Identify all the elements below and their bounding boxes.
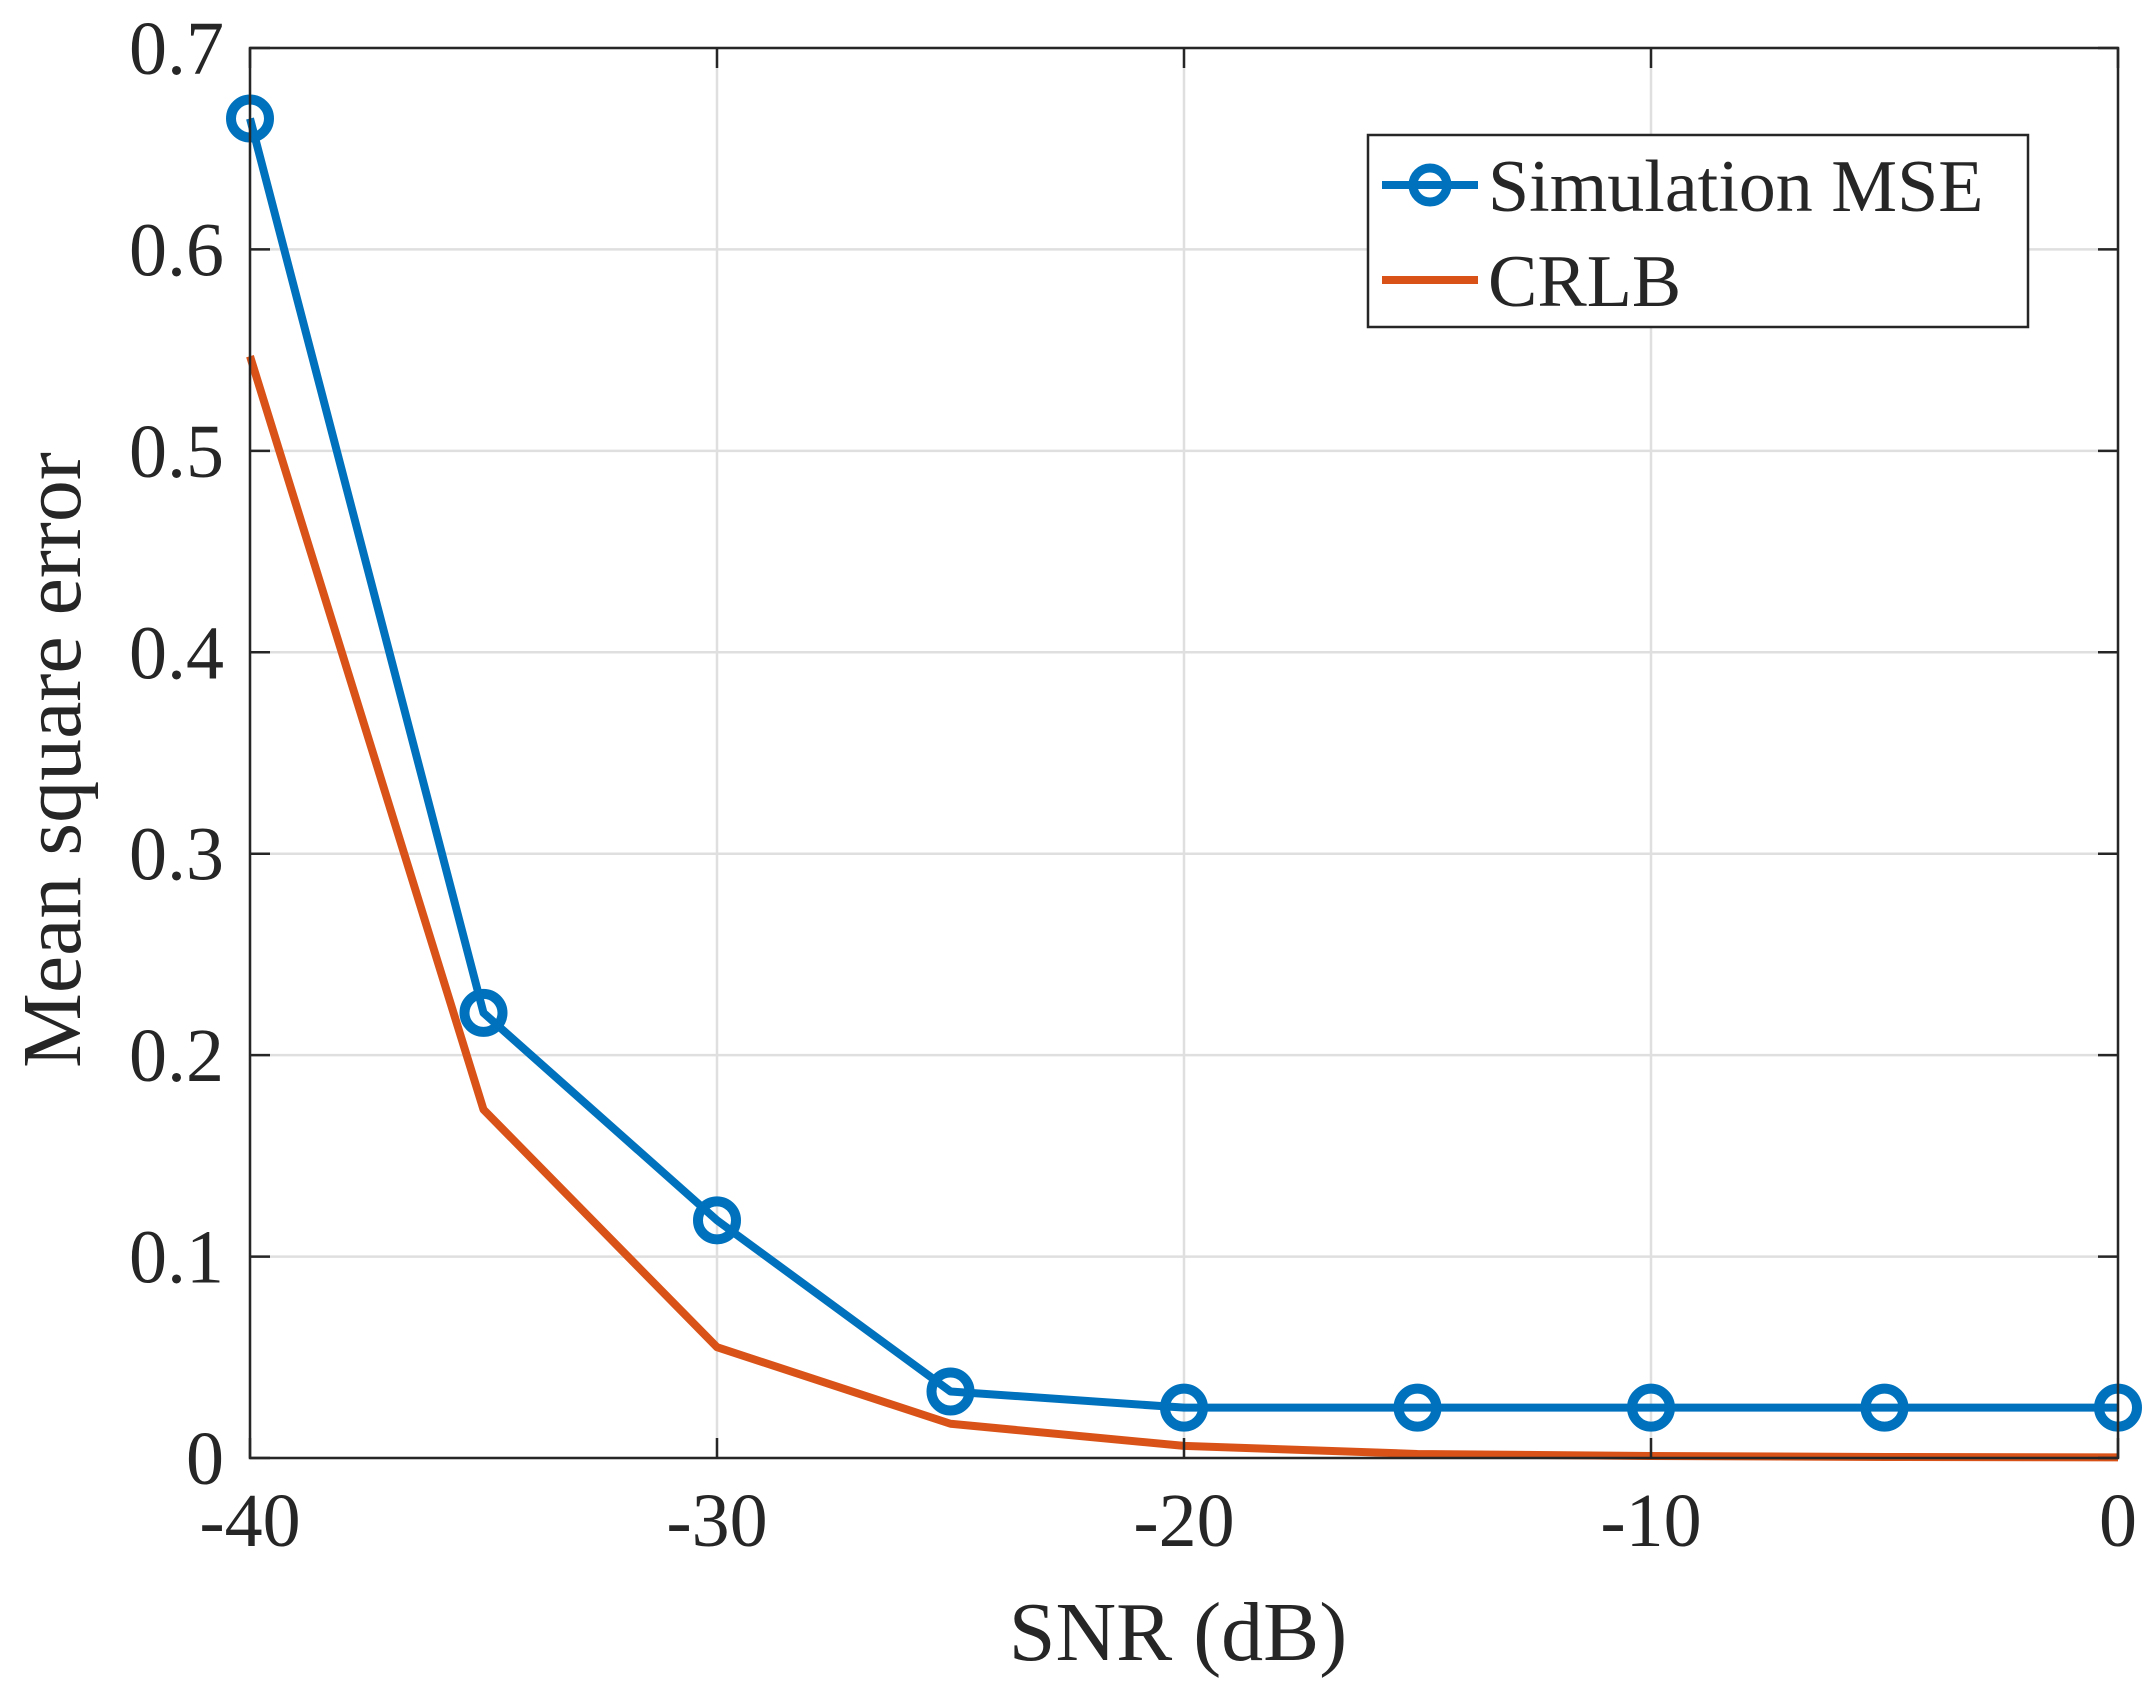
y-tick-label-6: 0.6 [129,208,224,292]
legend-box [1366,133,2030,329]
data-point-simulation-mse-6 [1627,1383,1675,1432]
y-tick-label-2: 0.2 [129,1014,224,1098]
data-point-simulation-mse-3 [926,1367,975,1416]
tick-labels: -40 -30 -20 -10 0 0 0.1 0.2 0.3 0.4 0.5 0.6 0.7 [129,7,2137,1563]
data-point-simulation-mse-7 [1860,1383,1909,1432]
data-point-simulation-mse-1 [459,988,508,1037]
y-tick-label-7: 0.7 [129,7,224,91]
data-point-simulation-mse-5 [1393,1383,1442,1432]
y-tick-label-4: 0.4 [129,611,224,695]
axes-frame [248,46,2120,1460]
legend-marker-simulation-mse [1408,163,1452,207]
y-tick-label-5: 0.5 [129,410,224,494]
x-tick-label-2: -20 [1133,1479,1234,1563]
y-tick-label-1: 0.1 [129,1216,224,1300]
legend-label-crlb: CRLB [1488,241,1681,323]
x-tick-label-4: 0 [2099,1479,2137,1563]
x-tick-label-3: -10 [1600,1479,1701,1563]
x-tick-label-1: -30 [666,1479,767,1563]
grid-lines [248,46,2120,1460]
y-axis-label: Mean square error [6,452,99,1068]
series-line-simulation-mse [246,117,2118,1412]
data-point-simulation-mse-4 [1160,1383,1208,1432]
x-tick-label-0: -40 [199,1479,300,1563]
x-axis-label: SNR (dB) [1009,1586,1347,1679]
legend: Simulation MSE CRLB [1366,133,2030,329]
y-tick-label-3: 0.3 [129,813,224,897]
y-tick-label-0: 0 [186,1417,224,1501]
data-point-simulation-mse-2 [693,1196,741,1245]
legend-label-simulation-mse: Simulation MSE [1488,146,1983,228]
